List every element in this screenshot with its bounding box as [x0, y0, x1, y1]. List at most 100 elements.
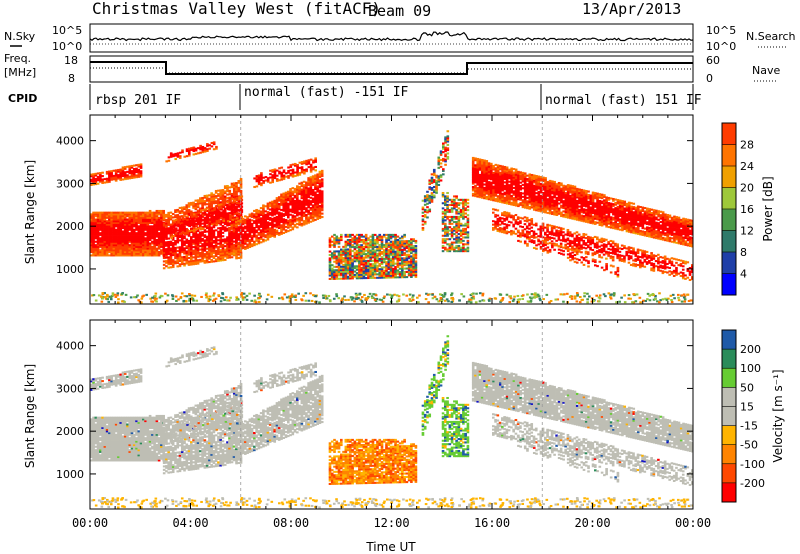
power-cell — [220, 217, 223, 220]
power-cell — [192, 256, 195, 259]
power-cell — [371, 244, 375, 247]
power-cell — [234, 251, 238, 254]
power-cell — [226, 217, 229, 220]
power-cell — [230, 222, 234, 225]
power-cell — [271, 202, 274, 205]
power-cell — [364, 237, 368, 240]
power-cell — [171, 260, 175, 263]
power-cell — [146, 225, 150, 228]
power-cell — [262, 218, 265, 221]
power-cell — [284, 201, 288, 204]
power-cell — [234, 249, 238, 252]
power-cell — [492, 166, 495, 169]
power-cell — [230, 224, 234, 227]
power-cell — [316, 214, 319, 217]
power-cell — [210, 217, 213, 221]
power-cell — [298, 203, 301, 206]
power-cell — [174, 224, 177, 227]
power-cell — [466, 224, 470, 227]
power-cell — [146, 218, 150, 221]
power-cell — [396, 247, 400, 250]
power-cell — [412, 262, 415, 265]
power-cell — [221, 224, 225, 228]
power-cell — [296, 172, 299, 175]
power-cell — [165, 237, 168, 240]
power-cell — [405, 255, 409, 258]
power-cell — [162, 231, 166, 234]
power-cell — [169, 211, 173, 214]
power-cell — [212, 250, 216, 253]
power-cell — [405, 260, 409, 263]
power-cell — [403, 253, 406, 256]
power-cell — [464, 200, 467, 203]
power-cell — [174, 210, 177, 213]
power-cell — [139, 242, 143, 245]
power-cell — [217, 247, 220, 250]
power-cell — [508, 192, 511, 195]
power-cell — [139, 211, 143, 214]
power-cell — [487, 189, 491, 192]
power-cell — [277, 225, 281, 228]
power-cell — [101, 244, 104, 247]
power-cell — [180, 206, 184, 209]
power-cell — [217, 193, 220, 196]
power-cell — [437, 180, 441, 183]
power-cell — [183, 229, 187, 232]
power-cell — [132, 245, 136, 248]
power-cell — [444, 198, 447, 201]
power-cell — [353, 239, 357, 242]
power-cell — [135, 169, 138, 172]
power-cell — [298, 171, 302, 175]
power-cell — [505, 187, 509, 190]
power-cell — [349, 242, 352, 245]
power-cell — [401, 250, 404, 253]
power-cell — [412, 260, 415, 263]
power-cell — [293, 223, 297, 226]
power-cell — [268, 235, 272, 238]
power-cell — [396, 235, 400, 238]
power-cell — [235, 229, 238, 232]
power-cell — [201, 231, 204, 234]
power-cell — [185, 211, 189, 214]
power-cell — [180, 235, 184, 238]
power-cell — [342, 272, 345, 275]
power-cell — [240, 215, 244, 219]
power-cell — [289, 164, 293, 167]
noise-tick-low-right: 10^0 — [706, 40, 736, 53]
power-cell — [410, 238, 413, 241]
power-cell — [110, 176, 113, 180]
power-cell — [423, 198, 427, 201]
power-cell — [407, 262, 411, 265]
power-cell — [444, 153, 447, 156]
power-cell — [179, 227, 183, 230]
power-cell — [444, 197, 447, 200]
power-cell — [462, 217, 465, 220]
power-cell — [237, 219, 240, 222]
power-cell — [201, 253, 204, 256]
power-cell — [233, 218, 237, 221]
power-cell — [130, 240, 134, 243]
power-cell — [117, 250, 120, 254]
power-cell — [494, 180, 498, 184]
power-cell — [262, 228, 265, 231]
power-cell — [521, 206, 525, 209]
power-cell — [298, 201, 301, 204]
power-cell — [462, 210, 465, 213]
power-cell — [204, 216, 207, 219]
power-cell — [307, 206, 310, 209]
power-cell — [196, 206, 200, 209]
power-cell — [378, 239, 382, 242]
power-cell — [121, 221, 125, 224]
power-cell — [157, 218, 161, 221]
power-cell — [99, 213, 102, 216]
power-cell — [337, 253, 341, 256]
power-cell — [219, 252, 222, 255]
power-cell — [407, 264, 411, 267]
power-cell — [160, 237, 163, 240]
power-cell — [232, 235, 236, 238]
power-cell — [253, 221, 256, 224]
power-cell — [446, 229, 449, 232]
power-cell — [316, 185, 319, 188]
power-cell — [492, 194, 495, 197]
power-cell — [123, 237, 127, 240]
